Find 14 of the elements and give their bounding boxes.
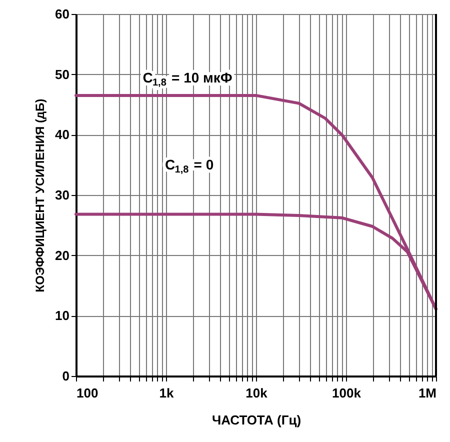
y-tick-label: 30 [55,188,70,202]
y-tick-label: 10 [55,308,70,324]
x-tick-label: 100k [332,386,362,400]
y-tick-label: 60 [55,6,70,22]
y-tick-label: 0 [62,368,70,384]
y-tick-label: 50 [55,66,70,82]
x-axis-title: ЧАСТОТА (Гц) [212,412,302,428]
x-tick-label: 10k [246,386,268,400]
y-tick-label: 20 [55,248,70,263]
y-tick-label: 40 [55,127,70,142]
x-tick-label: 1k [159,386,174,400]
x-tick-label: 100 [76,386,98,400]
x-tick-label: 1M [418,386,436,400]
y-axis-title: КОЭФФИЦИЕНТ УСИЛЕНИЯ (дБ) [33,98,48,292]
